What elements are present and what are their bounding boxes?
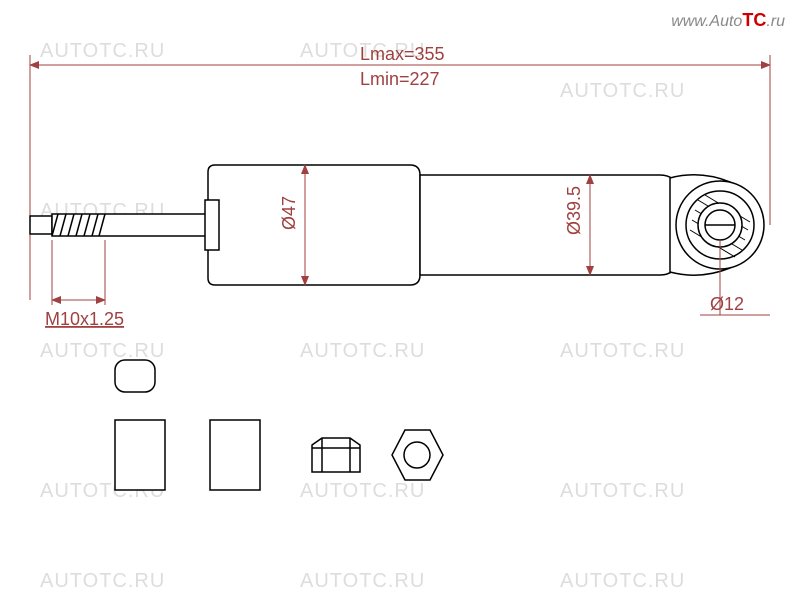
lmax-label: Lmax=355: [360, 44, 445, 64]
d47-label: Ø47: [279, 196, 299, 230]
technical-drawing: Lmax=355 Lmin=227: [0, 0, 800, 600]
d12-label: Ø12: [710, 294, 744, 314]
part-nut-side: [312, 438, 360, 472]
lmin-label: Lmin=227: [360, 69, 440, 89]
part-bushing-1: [115, 420, 165, 490]
part-nut-hex: [392, 430, 443, 480]
accessories: [115, 360, 443, 490]
part-cap: [115, 360, 155, 392]
shock-body: [30, 165, 764, 285]
part-bushing-2: [210, 420, 260, 490]
dim-thread: M10x1.25: [45, 240, 124, 329]
thread-label: M10x1.25: [45, 309, 124, 329]
d395-label: Ø39.5: [564, 186, 584, 235]
